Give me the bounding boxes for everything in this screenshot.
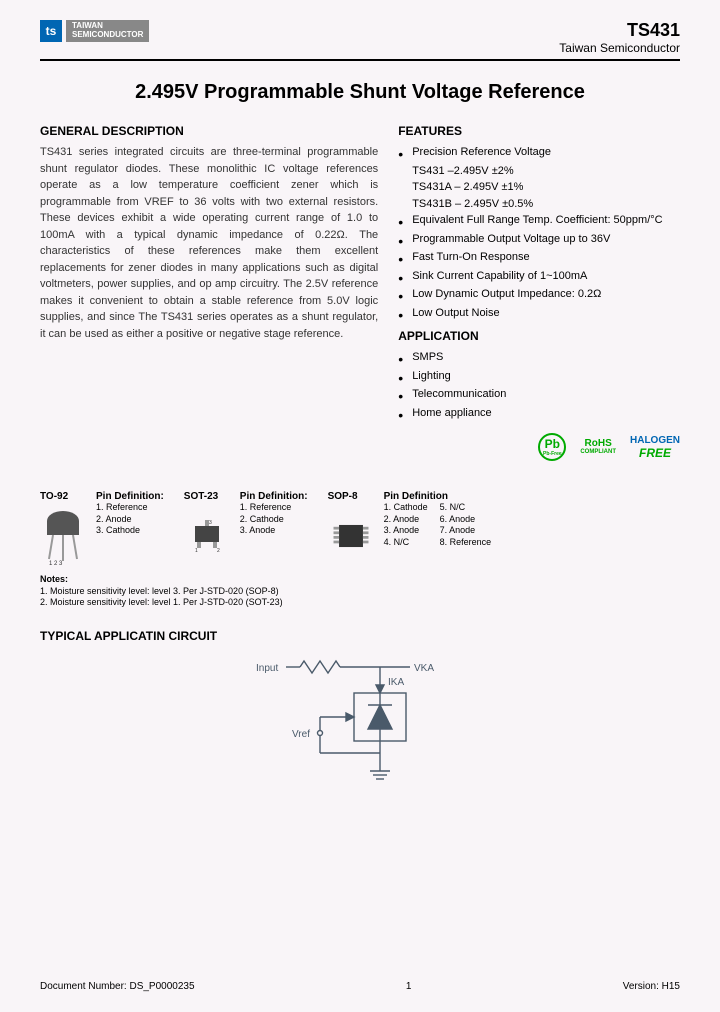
feature-item: Low Output Noise (398, 305, 680, 322)
header-right: TS431 Taiwan Semiconductor (559, 20, 680, 55)
sot23-package-icon: 3 1 2 (184, 506, 230, 566)
application-list: SMPS LightingTelecommunication Home applia… (398, 349, 680, 421)
pkg-name-to92: TO-92 (40, 491, 86, 502)
pb-label: Pb (545, 437, 560, 451)
pb-free-badge-icon: Pb Pb-Free (538, 433, 566, 461)
application-heading: APPLICATION (398, 329, 680, 343)
notes-title: Notes: (40, 574, 680, 586)
general-desc-text: TS431 series integrated circuits are thr… (40, 144, 378, 342)
to92-package-icon: 1 2 3 (40, 506, 86, 566)
circuit-input-label: Input (256, 663, 278, 674)
svg-text:3: 3 (209, 520, 212, 526)
logo-text: TAIWAN SEMICONDUCTOR (66, 20, 149, 42)
feature-item: Low Dynamic Output Impedance: 0.2Ω (398, 286, 680, 303)
pin-item: 8. Reference (440, 537, 492, 549)
svg-text:1: 1 (195, 548, 198, 554)
pin-item: 7. Anode (440, 525, 492, 537)
halogen-free-badge-icon: HALOGEN FREE (630, 435, 680, 460)
right-column: FEATURES Precision Reference Voltage TS43… (398, 124, 680, 461)
left-column: GENERAL DESCRIPTION TS431 series integra… (40, 124, 378, 461)
feature-sub-item: TS431 –2.495V ±2% (398, 163, 680, 180)
features-list: Precision Reference Voltage TS431 –2.495V… (398, 144, 680, 321)
halogen-free-label: FREE (639, 446, 671, 460)
logo-line2: SEMICONDUCTOR (72, 31, 143, 40)
pkg-name-sop8: SOP-8 (328, 491, 374, 502)
pin-item: 3. Anode (240, 525, 308, 537)
pin-item: 2. Anode (96, 514, 164, 526)
circuit-ika-label: IKA (388, 677, 404, 688)
pin-item: 4. N/C (384, 537, 428, 549)
general-desc-heading: GENERAL DESCRIPTION (40, 124, 378, 138)
pin-item: 1. Reference (96, 502, 164, 514)
pin-title-to92: Pin Definition: (96, 491, 164, 502)
feature-item: Precision Reference Voltage (398, 144, 680, 161)
features-heading: FEATURES (398, 124, 680, 138)
rohs-sub: COMPLIANT (580, 449, 616, 455)
pin-item: 2. Cathode (240, 514, 308, 526)
pb-sub: Pb-Free (543, 451, 562, 457)
sop8-package-icon (328, 506, 374, 566)
main-title: 2.495V Programmable Shunt Voltage Refere… (40, 81, 680, 104)
feature-sub-item: TS431B – 2.495V ±0.5% (398, 196, 680, 213)
pin-item: 1. Cathode (384, 502, 428, 514)
application-item: Lighting (398, 368, 680, 385)
page-footer: Document Number: DS_P0000235 1 Version: … (40, 981, 680, 992)
feature-item: Fast Turn-On Response (398, 249, 680, 266)
pin-item: 3. Cathode (96, 525, 164, 537)
doc-number: Document Number: DS_P0000235 (40, 981, 195, 992)
pin-list-to92: 1. Reference 2. Anode 3. Cathode (96, 502, 164, 537)
packages-row: TO-92 1 2 3 Pin Definition: 1. Reference… (40, 491, 680, 566)
compliance-badges: Pb Pb-Free RoHS COMPLIANT HALOGEN FREE (398, 433, 680, 461)
page-header: ts TAIWAN SEMICONDUCTOR TS431 Taiwan Sem… (40, 20, 680, 61)
application-item: SMPS (398, 349, 680, 366)
feature-item: Sink Current Capability of 1~100mA (398, 268, 680, 285)
svg-text:1 2 3: 1 2 3 (49, 561, 63, 565)
pin-item: 2. Anode (384, 514, 428, 526)
pin-list-sot23: 1. Reference 2. Cathode 3. Anode (240, 502, 308, 537)
note-line: 1. Moisture sensitivity level: level 3. … (40, 586, 680, 598)
pin-item: 5. N/C (440, 502, 492, 514)
package-sop8: SOP-8 Pin Definition 1. Cathode 2. Anode… (328, 491, 492, 566)
circuit-heading: TYPICAL APPLICATIN CIRCUIT (40, 629, 680, 643)
circuit-vka-label: VKA (414, 663, 434, 674)
package-sot23: SOT-23 3 1 2 Pin Definition: 1. Referenc… (184, 491, 308, 566)
content-columns: GENERAL DESCRIPTION TS431 series integra… (40, 124, 680, 461)
version: Version: H15 (623, 981, 680, 992)
halogen-label: HALOGEN (630, 435, 680, 446)
logo-icon: ts (40, 20, 62, 42)
pin-list-sop8: 1. Cathode 2. Anode 3. Anode 4. N/C 5. N… (384, 502, 492, 549)
feature-item: Equivalent Full Range Temp. Coefficient:… (398, 212, 680, 229)
application-item: Home appliance (398, 405, 680, 422)
note-line: 2. Moisture sensitivity level: level 1. … (40, 597, 680, 609)
feature-item: Programmable Output Voltage up to 36V (398, 231, 680, 248)
company-name: Taiwan Semiconductor (559, 41, 680, 55)
pin-item: 1. Reference (240, 502, 308, 514)
part-number: TS431 (559, 20, 680, 41)
svg-text:2: 2 (217, 548, 220, 554)
pin-title-sop8: Pin Definition (384, 491, 492, 502)
pin-item: 6. Anode (440, 514, 492, 526)
typical-circuit-diagram: Input VKA IKA Vref (250, 653, 470, 793)
application-item: Telecommunication (398, 386, 680, 403)
notes-block: Notes: 1. Moisture sensitivity level: le… (40, 574, 680, 609)
pin-item: 3. Anode (384, 525, 428, 537)
pin-title-sot23: Pin Definition: (240, 491, 308, 502)
package-to92: TO-92 1 2 3 Pin Definition: 1. Reference… (40, 491, 164, 566)
rohs-label: RoHS (585, 438, 612, 449)
pkg-name-sot23: SOT-23 (184, 491, 230, 502)
rohs-badge-icon: RoHS COMPLIANT (580, 439, 616, 455)
page-number: 1 (406, 981, 412, 992)
logo-area: ts TAIWAN SEMICONDUCTOR (40, 20, 149, 42)
circuit-vref-label: Vref (292, 729, 310, 740)
feature-sub-item: TS431A – 2.495V ±1% (398, 179, 680, 196)
